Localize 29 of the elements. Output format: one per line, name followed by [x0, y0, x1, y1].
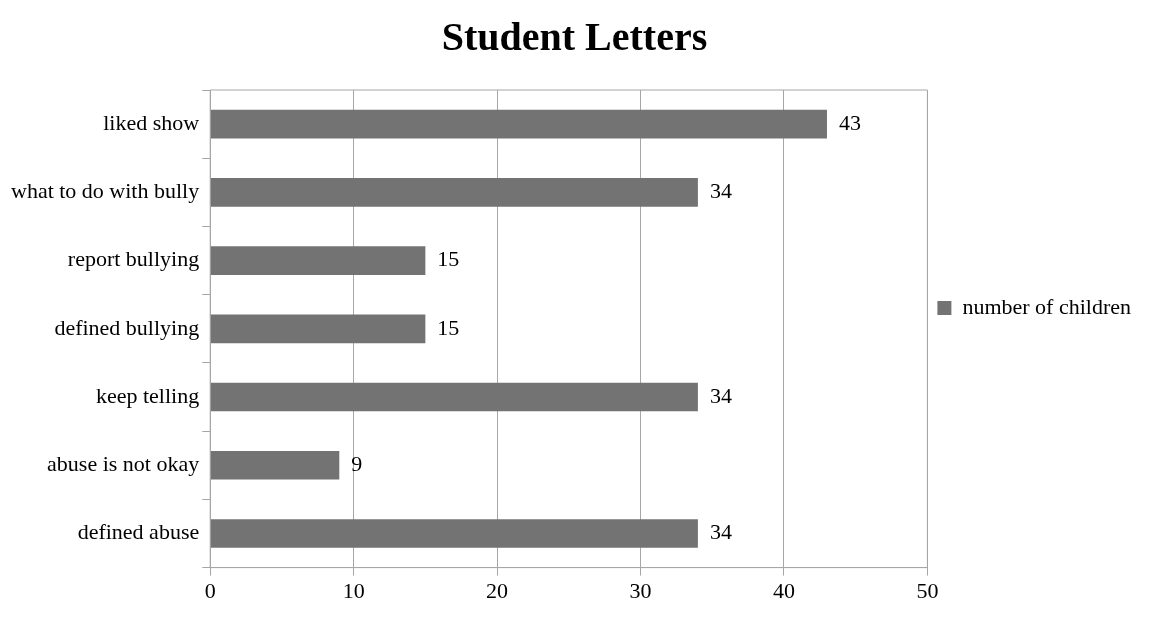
data-label: 34 — [709, 382, 732, 408]
x-tick-label: 30 — [629, 577, 652, 603]
y-tick-label: abuse is not okay — [47, 451, 200, 477]
y-tick-label: defined bullying — [54, 314, 200, 340]
bar — [210, 382, 698, 412]
data-label: 15 — [437, 314, 460, 340]
chart-title: Student Letters — [441, 14, 708, 60]
data-label: 43 — [838, 109, 861, 135]
data-label: 34 — [709, 178, 732, 204]
x-tick-label: 10 — [342, 577, 365, 603]
bar — [210, 314, 426, 344]
y-tick-label: keep telling — [95, 382, 200, 408]
x-tick-label: 40 — [772, 577, 795, 603]
y-tick-label: liked show — [103, 109, 200, 135]
bar — [210, 519, 698, 548]
x-tick-label: 0 — [204, 577, 216, 603]
data-label: 15 — [437, 246, 460, 272]
bar — [210, 109, 827, 139]
y-tick-label: defined abuse — [77, 519, 200, 545]
bar — [210, 246, 426, 275]
legend-label: number of children — [962, 293, 1131, 319]
data-label: 9 — [351, 451, 363, 477]
bar — [210, 178, 698, 207]
x-tick-label: 20 — [486, 577, 509, 603]
y-tick-label: report bullying — [67, 246, 200, 272]
bar — [210, 450, 340, 480]
x-tick-label: 50 — [916, 577, 939, 603]
y-tick-label: what to do with bully — [11, 178, 200, 204]
data-label: 34 — [709, 519, 732, 545]
